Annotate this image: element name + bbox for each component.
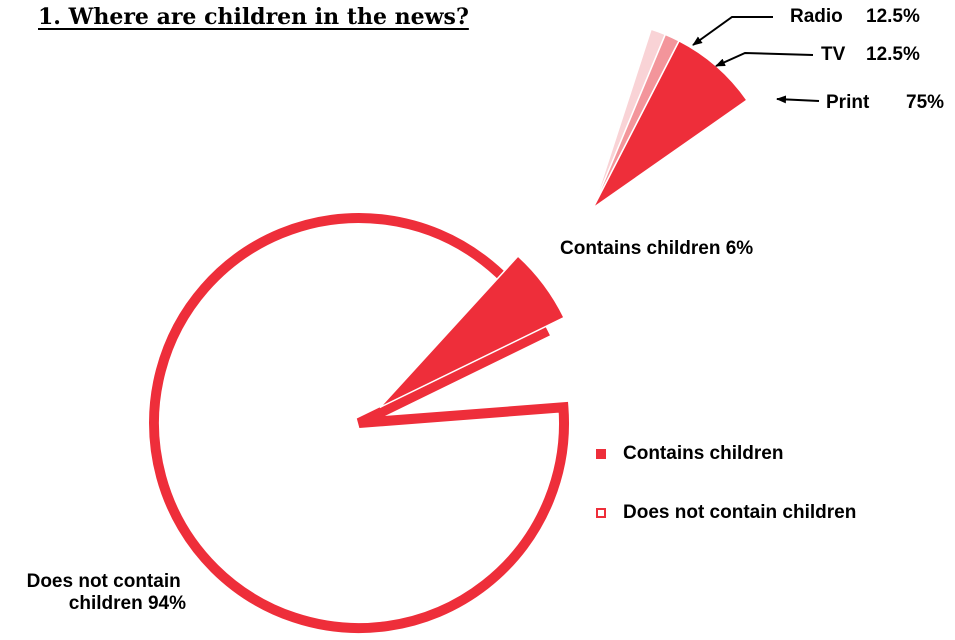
arrow-print [776,95,820,104]
legend-label-contains: Contains children [623,443,784,464]
chart-title: 1. Where are children in the news? [38,4,469,30]
legend-label-not-contains: Does not contain children [623,502,857,523]
arrow-radio [692,16,773,46]
slice-label-not-contains-line2: children 94% [69,593,186,614]
arrow-tv [715,51,814,67]
legend-swatch-outline [596,508,606,518]
legend-item-not-contains: Does not contain children [596,502,856,524]
slice-label-contains: Contains children 6% [560,238,753,259]
sub-label-radio-name: Radio [790,6,843,27]
legend-swatch-filled [596,449,606,459]
sub-label-print-value: 75% [906,92,944,113]
sub-label-tv-name: TV [821,44,846,65]
slice-contains [379,254,566,409]
sub-label-radio-value: 12.5% [866,6,920,27]
subset-pie [592,28,749,209]
sub-slice-print [592,39,749,209]
slice-label-not-contains-line1: Does not contain [27,571,181,592]
callouts: Contains children 6% Does not contain ch… [27,6,945,614]
slice-label-not-contains: Does not contain children 94% [27,571,187,614]
main-pie [149,213,569,633]
sub-label-tv-value: 12.5% [866,44,920,65]
legend-item-contains: Contains children [596,443,783,465]
sub-label-print-name: Print [826,92,870,113]
